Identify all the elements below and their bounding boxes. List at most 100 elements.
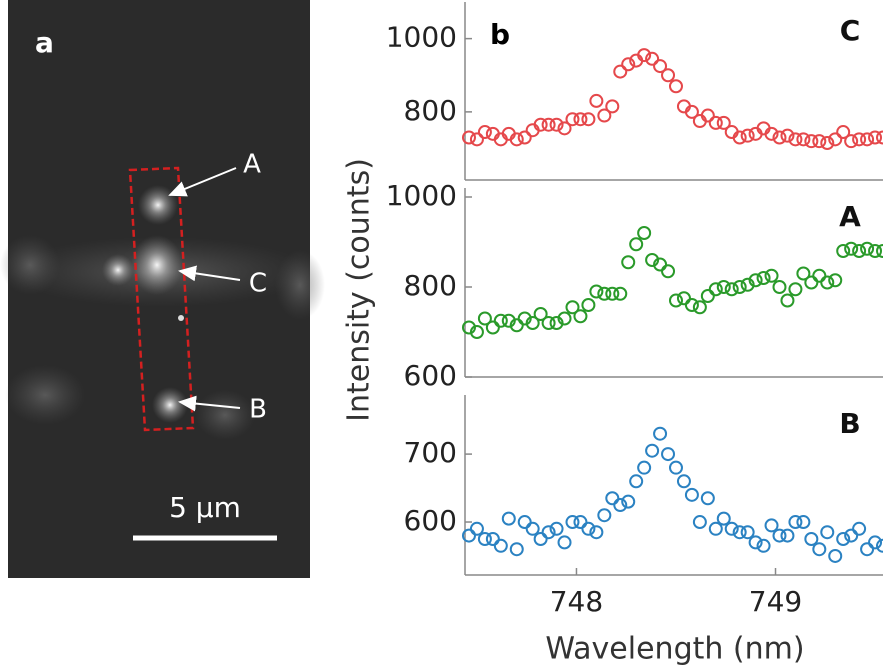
data-point	[836, 532, 851, 546]
data-point	[668, 460, 683, 475]
data-point	[820, 525, 835, 540]
data-point	[629, 474, 644, 489]
data-point	[748, 535, 763, 550]
y-tick-label: 600	[404, 504, 457, 537]
data-point	[860, 241, 875, 256]
data-point	[541, 316, 556, 330]
data-point	[780, 128, 795, 143]
data-point	[533, 117, 548, 132]
data-point	[844, 134, 859, 149]
chart-title: C	[840, 14, 861, 47]
data-point	[541, 117, 556, 132]
data-point	[812, 542, 827, 557]
y-tick-label: 800	[404, 269, 457, 302]
data-point	[621, 255, 636, 270]
data-point	[613, 64, 628, 79]
data-point	[565, 112, 580, 127]
marker-label: A	[243, 150, 261, 180]
data-point	[716, 511, 731, 526]
data-point	[581, 112, 596, 127]
data-point	[780, 293, 795, 308]
data-point	[700, 491, 715, 506]
data-point	[852, 244, 867, 258]
data-point	[501, 511, 516, 526]
data-point	[461, 130, 476, 145]
data-point	[525, 521, 540, 536]
data-point	[461, 528, 476, 543]
y-tick-label: 600	[404, 359, 457, 392]
data-point	[589, 284, 604, 299]
data-point	[477, 125, 492, 140]
data-point	[517, 130, 532, 145]
data-point	[509, 318, 524, 333]
data-point	[485, 532, 500, 546]
data-point	[581, 521, 596, 536]
data-point	[708, 115, 723, 130]
data-point	[517, 311, 532, 326]
data-point	[621, 57, 636, 72]
data-point	[549, 117, 564, 132]
data-point	[509, 542, 524, 557]
data-point	[613, 498, 628, 513]
data-point	[812, 134, 827, 149]
data-point	[876, 244, 883, 258]
marker-label: C	[249, 269, 267, 299]
data-point	[844, 528, 859, 543]
data-point	[637, 460, 652, 475]
data-point	[804, 134, 819, 149]
data-point	[700, 289, 715, 303]
data-point	[493, 538, 508, 553]
data-point	[493, 313, 508, 328]
data-point	[740, 277, 755, 292]
data-point	[788, 515, 803, 530]
data-point	[661, 264, 676, 279]
data-point	[804, 532, 819, 546]
data-point	[868, 535, 883, 550]
data-point	[668, 79, 683, 94]
data-point	[788, 132, 803, 147]
data-point	[661, 447, 676, 462]
y-axis-label: Intensity (counts)	[342, 158, 377, 422]
data-point	[597, 286, 612, 301]
data-point	[573, 309, 588, 324]
data-point	[461, 320, 476, 335]
data-point	[661, 68, 676, 83]
data-point	[716, 280, 731, 294]
data-point	[653, 59, 668, 74]
data-point	[836, 244, 851, 258]
data-point	[605, 286, 620, 301]
data-point	[732, 525, 747, 540]
data-point	[764, 518, 779, 533]
data-point	[533, 307, 548, 321]
data-point	[828, 548, 843, 563]
data-point	[597, 108, 612, 123]
y-tick-label: 700	[404, 436, 457, 469]
data-point	[557, 311, 572, 326]
data-point	[557, 535, 572, 550]
data-point	[469, 132, 484, 147]
data-point	[589, 93, 604, 108]
data-point	[708, 282, 723, 297]
data-point	[756, 271, 771, 285]
data-point	[724, 521, 739, 536]
y-tick-label: 800	[404, 94, 457, 127]
data-point	[780, 528, 795, 543]
data-point	[796, 132, 811, 147]
data-point	[653, 257, 668, 272]
data-point	[820, 275, 835, 290]
data-point	[533, 532, 548, 546]
data-point	[613, 286, 628, 301]
data-point	[645, 443, 660, 458]
data-point	[509, 132, 524, 147]
data-point	[477, 311, 492, 326]
data-point	[684, 487, 699, 502]
data-point	[716, 115, 731, 130]
data-point	[756, 538, 771, 553]
data-point	[501, 313, 516, 328]
data-point	[645, 51, 660, 66]
data-point	[653, 426, 668, 441]
data-point	[876, 130, 883, 145]
data-point	[629, 237, 644, 252]
data-point	[820, 136, 835, 151]
data-point	[549, 521, 564, 536]
